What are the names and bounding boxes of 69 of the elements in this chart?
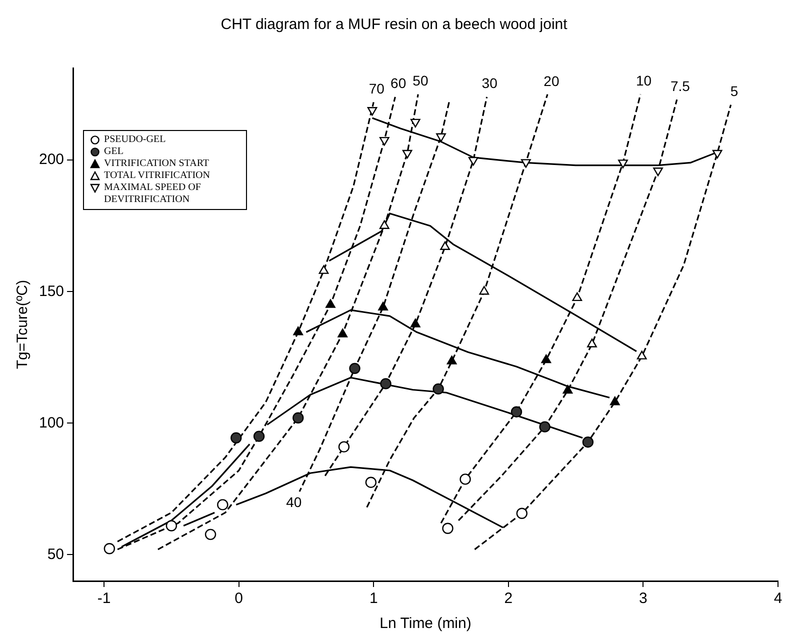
point <box>610 396 620 406</box>
x-axis-title: Ln Time (min) <box>380 615 472 632</box>
x-tick-label: -1 <box>97 590 111 608</box>
series-label: 70 <box>368 80 385 96</box>
point <box>349 362 360 374</box>
series-label: 40 <box>286 494 302 510</box>
legend-label: MAXIMAL SPEED OF DEVITRIFICATION <box>104 182 202 206</box>
point <box>582 436 594 448</box>
x-tick-label: 1 <box>369 590 378 608</box>
point <box>460 474 471 485</box>
series-label: 20 <box>544 72 560 89</box>
point <box>712 150 722 159</box>
x-tick-label: 2 <box>504 590 513 608</box>
point <box>410 118 420 128</box>
point <box>338 328 348 338</box>
x-tick-label: 0 <box>234 590 243 608</box>
point <box>104 543 116 554</box>
y-tick-label: 200 <box>38 151 64 168</box>
series-label: 60 <box>390 75 406 92</box>
point <box>436 133 446 142</box>
legend-label: PSEUDO-GEL <box>104 134 166 146</box>
point <box>217 499 228 510</box>
point <box>541 354 552 364</box>
point <box>379 136 390 146</box>
point <box>479 286 490 295</box>
point <box>378 302 388 310</box>
point <box>510 406 522 418</box>
point <box>326 299 336 308</box>
point <box>204 528 216 540</box>
x-tick-label: 4 <box>774 590 782 608</box>
series-label: 7.5 <box>670 78 690 94</box>
series-label: 5 <box>730 83 738 100</box>
point <box>318 265 329 274</box>
legend-label: TOTAL VITRIFICATION <box>104 170 210 182</box>
chart-title: CHT diagram for a MUF resin on a beech wood joint <box>220 16 568 34</box>
point <box>367 106 378 116</box>
point <box>653 168 663 176</box>
legend-label: GEL <box>104 146 124 158</box>
series-label: 10 <box>636 72 652 89</box>
point <box>293 326 304 336</box>
point <box>468 156 478 166</box>
point <box>618 160 628 168</box>
point <box>338 441 350 452</box>
point <box>636 350 647 360</box>
point <box>521 159 531 168</box>
point <box>410 318 420 328</box>
point <box>292 412 304 424</box>
point <box>402 150 412 159</box>
x-tick-label: 3 <box>639 590 648 608</box>
y-tick-label: 100 <box>38 414 64 432</box>
y-axis-title: Tg=Tcure(ºC) <box>14 280 32 370</box>
point <box>516 508 528 519</box>
point <box>380 378 392 390</box>
point <box>539 421 550 432</box>
point <box>587 338 597 348</box>
legend-label: VITRIFICATION START <box>104 158 210 170</box>
point <box>230 432 242 444</box>
point <box>365 476 377 488</box>
point <box>166 520 178 532</box>
point <box>446 356 457 364</box>
series-label: 30 <box>482 75 498 92</box>
y-tick-label: 50 <box>47 546 64 563</box>
point <box>562 384 573 394</box>
point <box>253 430 265 442</box>
y-tick-label: 150 <box>38 282 64 300</box>
point <box>572 292 582 302</box>
series-label: 50 <box>412 72 428 88</box>
point <box>432 383 444 395</box>
point <box>442 522 454 534</box>
